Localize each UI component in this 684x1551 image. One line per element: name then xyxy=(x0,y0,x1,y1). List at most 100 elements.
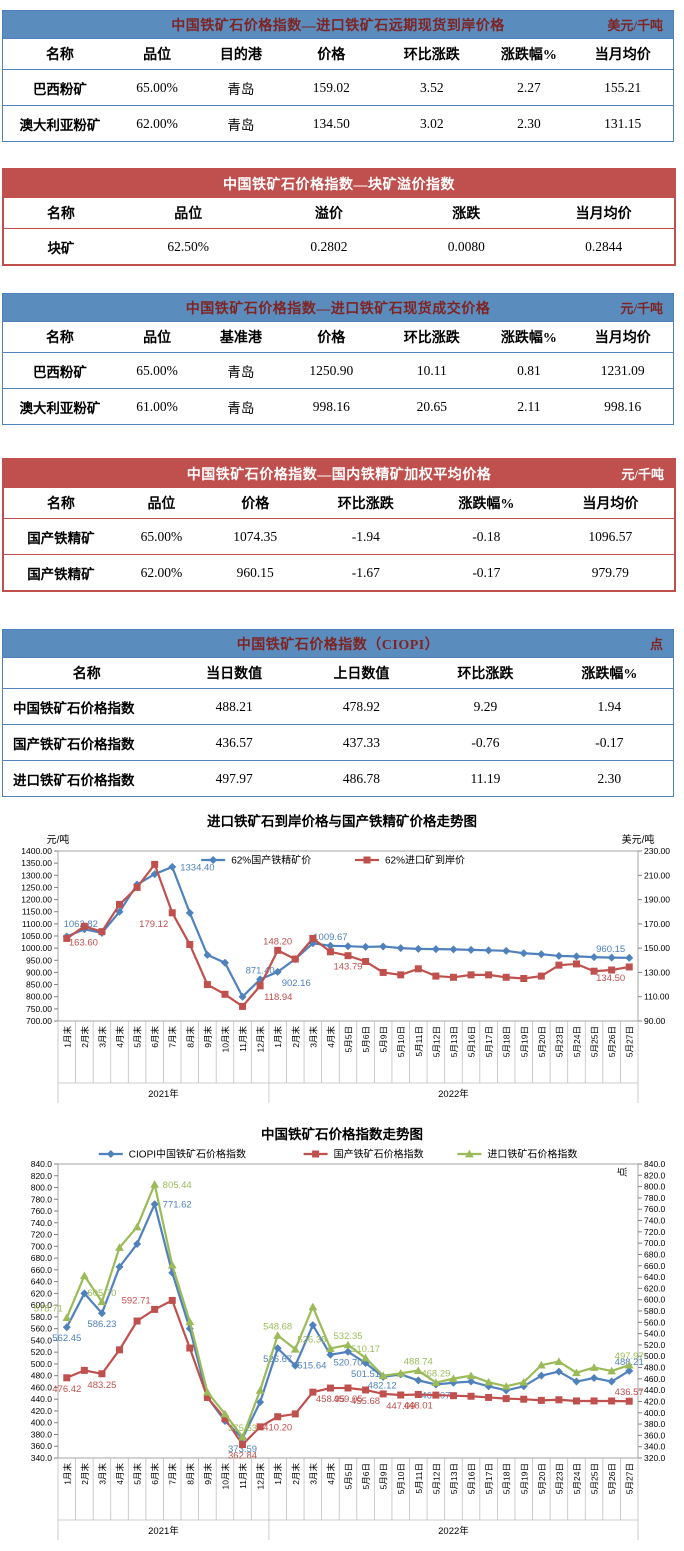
data-point-label: 501.51 xyxy=(351,1369,380,1380)
value-cell: -1.67 xyxy=(351,564,380,580)
column-header: 涨跌 xyxy=(452,207,481,222)
data-point-label: 526.35 xyxy=(297,1334,326,1345)
column-header: 环比涨跌 xyxy=(337,497,394,512)
column-header: 当日数值 xyxy=(206,667,263,682)
svg-text:560.0: 560.0 xyxy=(644,1317,666,1327)
price-table-1: 中国铁矿石价格指数—进口铁矿石远期现货到岸价格 美元/千吨 名称 品位 目的港 价格 环比涨… xyxy=(2,10,674,142)
x-axis-category-label: 5月13日 xyxy=(449,1026,459,1057)
column-header: 环比涨跌 xyxy=(403,48,460,63)
column-header: 涨跌幅% xyxy=(458,497,515,512)
row-name-cell: 进口铁矿石价格指数 xyxy=(13,772,135,788)
x-axis-category-label: 5月25日 xyxy=(590,1463,600,1494)
x-axis-category-label: 10月末 xyxy=(220,1026,230,1053)
value-cell: -0.18 xyxy=(472,528,501,544)
svg-text:760.0: 760.0 xyxy=(644,1204,666,1214)
svg-text:150.00: 150.00 xyxy=(644,943,670,953)
svg-text:580.0: 580.0 xyxy=(644,1306,666,1316)
svg-text:380.0: 380.0 xyxy=(644,1419,666,1429)
x-axis-category-label: 5月17日 xyxy=(484,1026,494,1057)
row-name-cell: 中国铁矿石价格指数 xyxy=(13,700,135,716)
value-cell: 2.27 xyxy=(517,79,541,95)
x-axis-category-label: 5月23日 xyxy=(554,1026,564,1057)
table-header-bar: 中国铁矿石价格指数—块矿溢价指数 xyxy=(4,170,674,197)
x-axis-category-label: 5月11日 xyxy=(414,1463,424,1494)
series-2-line xyxy=(63,860,633,1010)
data-point-label: 586.23 xyxy=(87,1319,116,1330)
x-axis-category-label: 2月末 xyxy=(291,1463,301,1485)
column-header: 名称 xyxy=(46,497,75,512)
svg-text:460.0: 460.0 xyxy=(644,1374,666,1384)
svg-text:170.00: 170.00 xyxy=(644,919,670,929)
svg-text:640.0: 640.0 xyxy=(31,1277,53,1287)
svg-text:440.0: 440.0 xyxy=(31,1394,53,1404)
x-axis-category-label: 8月末 xyxy=(185,1463,195,1485)
table-row: 澳大利亚粉矿 61.00% 青岛 998.16 20.65 2.11 998.16 xyxy=(3,388,673,425)
value-cell: 青岛 xyxy=(227,364,255,380)
column-header: 价格 xyxy=(317,331,346,346)
data-point-label: 578.71 xyxy=(34,1304,63,1315)
svg-text:380.0: 380.0 xyxy=(31,1429,53,1439)
svg-text:1200.00: 1200.00 xyxy=(21,895,52,905)
x-axis-category-label: 2月末 xyxy=(80,1026,90,1048)
svg-text:1400.00: 1400.00 xyxy=(21,846,52,856)
table-row: 中国铁矿石价格指数 488.21 478.92 9.29 1.94 xyxy=(3,688,673,725)
table-column-header-row: 名称 当日数值 上日数值 环比涨跌 涨跌幅% xyxy=(3,657,673,689)
table-header-bar: 中国铁矿石价格指数—进口铁矿石远期现货到岸价格 美元/千吨 xyxy=(3,11,673,38)
value-cell: 62.50% xyxy=(167,238,210,254)
x-axis-category-label: 5月11日 xyxy=(414,1026,424,1057)
value-cell: -0.17 xyxy=(472,564,501,580)
x-axis-category-label: 4月末 xyxy=(326,1026,336,1048)
data-point-label: 960.15 xyxy=(596,944,625,955)
table-unit-label: 元/千吨 xyxy=(621,467,664,482)
row-name-cell: 国产铁矿石价格指数 xyxy=(13,736,135,752)
column-header: 目的港 xyxy=(219,48,262,63)
data-point-label: 118.94 xyxy=(264,992,292,1003)
svg-text:620.0: 620.0 xyxy=(644,1283,666,1293)
table-row: 澳大利亚粉矿 62.00% 青岛 134.50 3.02 2.30 131.15 xyxy=(3,105,673,142)
column-header: 基准港 xyxy=(219,331,262,346)
row-name-cell: 澳大利亚粉矿 xyxy=(19,400,101,416)
value-cell: -1.94 xyxy=(351,528,380,544)
svg-text:600.0: 600.0 xyxy=(31,1300,53,1310)
value-cell: 65.00% xyxy=(140,528,183,544)
data-point-label: 468.29 xyxy=(421,1369,450,1380)
series-3-line xyxy=(62,1180,634,1441)
svg-text:110.00: 110.00 xyxy=(644,992,670,1002)
data-point-label: 482.12 xyxy=(368,1380,397,1391)
x-axis-category-label: 6月末 xyxy=(150,1026,160,1048)
data-point-label: 771.62 xyxy=(163,1200,192,1211)
x-axis-category-label: 5月26日 xyxy=(607,1026,617,1057)
svg-text:760.0: 760.0 xyxy=(31,1206,53,1216)
table-column-header-row: 名称 品位 价格 环比涨跌 涨跌幅% 当月均价 xyxy=(4,487,674,519)
table-row: 国产铁精矿 65.00% 1074.35 -1.94 -0.18 1096.57 xyxy=(4,518,674,555)
value-cell: 0.2802 xyxy=(310,238,348,254)
data-point-label: 532.35 xyxy=(333,1331,362,1342)
x-axis-category-label: 7月末 xyxy=(168,1463,178,1485)
value-cell: 0.81 xyxy=(517,362,541,378)
value-cell: 1231.09 xyxy=(600,362,645,378)
table-row: 巴西粉矿 65.00% 青岛 159.02 3.52 2.27 155.21 xyxy=(3,69,673,106)
value-cell: 9.29 xyxy=(473,698,498,714)
svg-text:360.0: 360.0 xyxy=(31,1441,53,1451)
price-table-5: 中国铁矿石价格指数（CIOPI） 点名称 当日数值 上日数值 环比涨跌 涨跌幅% 中国铁矿石… xyxy=(2,629,674,797)
value-cell: 1.94 xyxy=(597,698,622,714)
value-cell: 155.21 xyxy=(604,79,642,95)
data-point-label: 143.79 xyxy=(333,962,362,973)
svg-text:1300.00: 1300.00 xyxy=(21,870,52,880)
value-cell: 青岛 xyxy=(227,81,255,97)
value-cell: 青岛 xyxy=(227,400,255,416)
value-cell: 960.15 xyxy=(236,564,274,580)
svg-text:340.0: 340.0 xyxy=(644,1442,666,1452)
table-column-header-row: 名称 品位 溢价 涨跌 当月均价 xyxy=(4,197,674,229)
table-row: 块矿 62.50% 0.2802 0.0080 0.2844 xyxy=(4,228,674,265)
x-axis-year-group-label: 2021年 xyxy=(148,1525,179,1537)
legend-item-label: CIOPI中国铁矿石价格指数 xyxy=(129,1148,246,1161)
x-axis-category-label: 5月19日 xyxy=(519,1463,529,1494)
svg-text:680.0: 680.0 xyxy=(644,1249,666,1259)
data-point-label: 447.09 xyxy=(386,1401,415,1412)
chart-title: 进口铁矿石到岸价格与国产铁精矿价格走势图 xyxy=(207,813,477,829)
value-cell: 62.00% xyxy=(140,564,183,580)
svg-text:480.0: 480.0 xyxy=(31,1371,53,1381)
column-header: 涨跌幅% xyxy=(581,667,638,682)
value-cell: 998.16 xyxy=(312,398,350,414)
